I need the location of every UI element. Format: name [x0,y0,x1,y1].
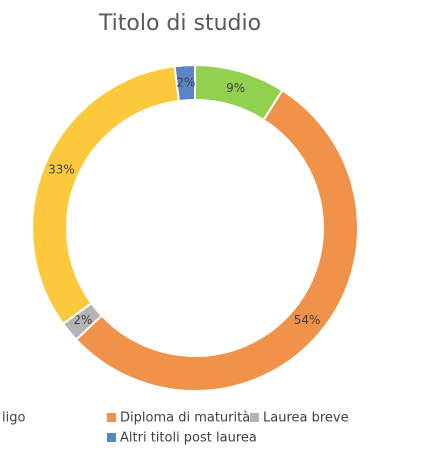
legend-label: Altri titoli post laurea [120,431,257,446]
data-label: 33% [48,163,75,177]
chart-title: Titolo di studio [98,11,261,36]
legend-swatch [107,433,116,442]
data-label: 54% [294,313,321,327]
donut-segment [74,88,359,392]
legend-swatch [107,413,116,422]
data-label: 9% [226,81,245,95]
data-label: 2% [176,75,195,89]
legend-label: Diploma di maturità [120,411,250,426]
donut-segment [31,65,181,326]
donut-segment [173,63,196,103]
data-label: 2% [73,313,92,327]
legend-swatch [250,413,259,422]
legend-label: Laurea breve [263,411,349,426]
legend-label: ligo [2,411,25,426]
